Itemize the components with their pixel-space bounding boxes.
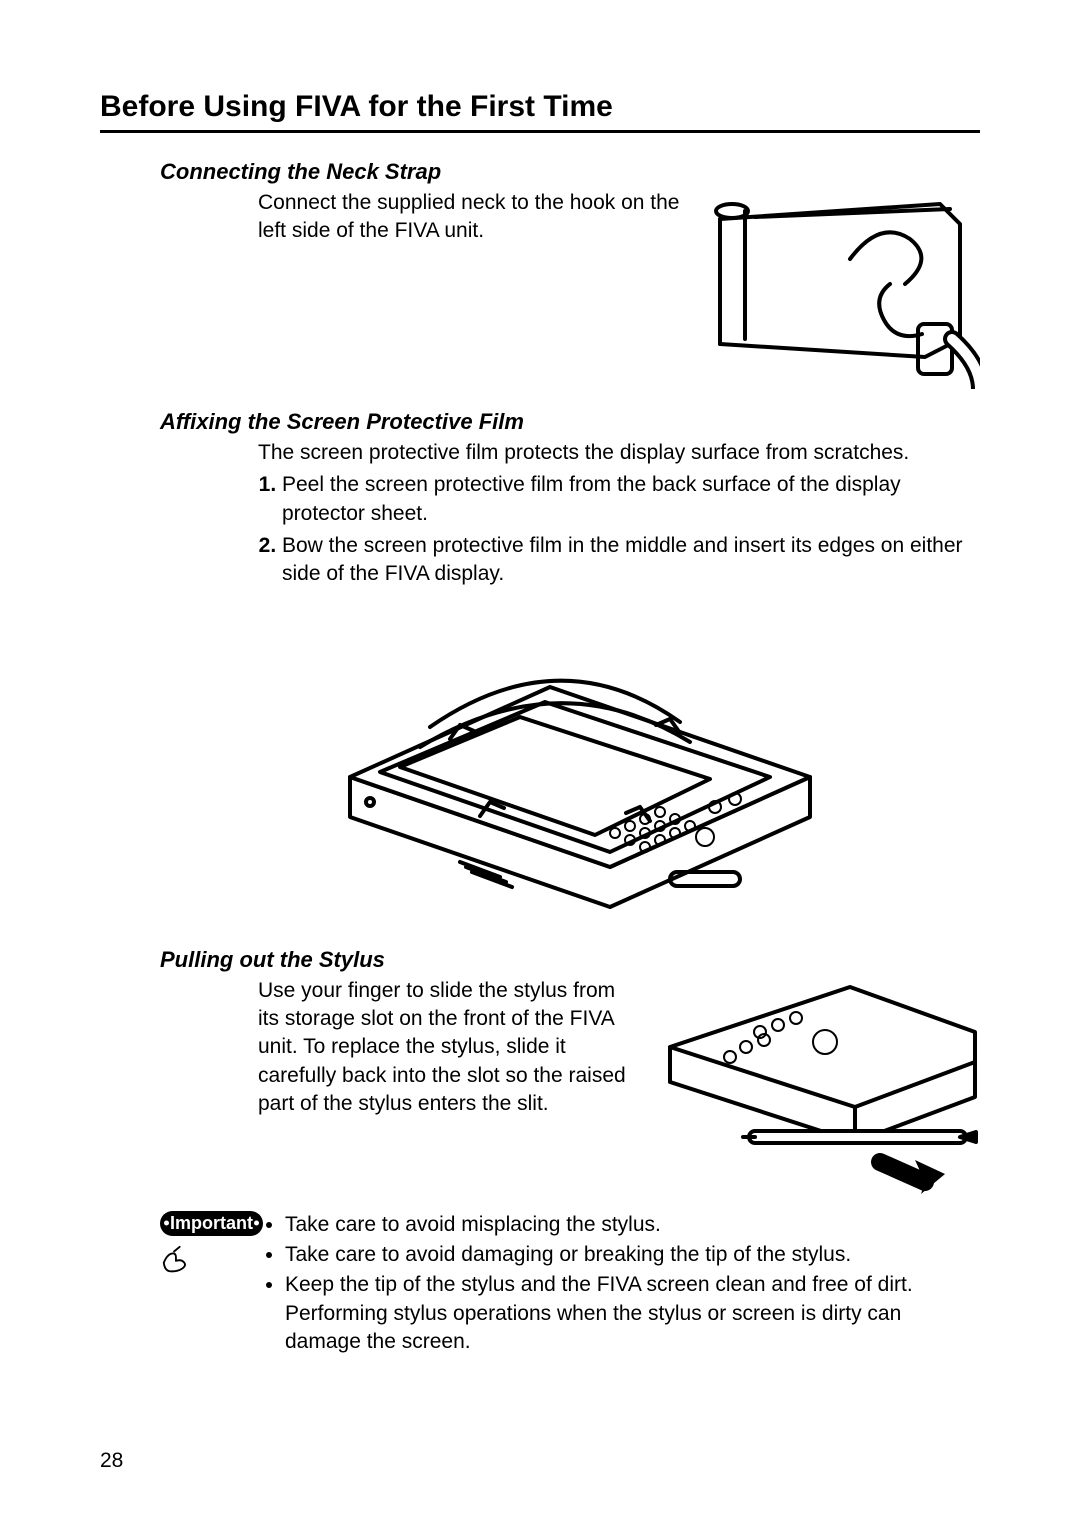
manual-page: Before Using FIVA for the First Time Con…	[0, 0, 1080, 1529]
subhead-stylus: Pulling out the Stylus	[160, 947, 980, 973]
film-intro: The screen protective film protects the …	[258, 439, 980, 467]
film-step: Peel the screen protective film from the…	[282, 471, 980, 528]
important-item: Take care to avoid misplacing the stylus…	[285, 1211, 980, 1239]
subhead-neck: Connecting the Neck Strap	[160, 159, 980, 185]
fiva-illustration-icon	[310, 607, 830, 927]
stylus-body: Use your finger to slide the stylus from…	[258, 977, 630, 1119]
figure-fiva-device	[310, 607, 830, 927]
neck-body: Connect the supplied neck to the hook on…	[258, 189, 680, 246]
figure-stylus	[660, 977, 980, 1197]
section-protective-film: Affixing the Screen Protective Film The …	[160, 409, 980, 927]
hand-note-icon	[160, 1244, 263, 1274]
important-block: Important Take care to avoid misplacing …	[160, 1211, 980, 1359]
section-stylus: Pulling out the Stylus Use your finger t…	[160, 947, 980, 1359]
important-list: Take care to avoid misplacing the stylus…	[263, 1211, 980, 1359]
important-item: Take care to avoid damaging or breaking …	[285, 1241, 980, 1269]
film-steps: Peel the screen protective film from the…	[258, 471, 980, 588]
stylus-illustration-icon	[660, 977, 980, 1197]
section-neck-strap: Connecting the Neck Strap Connect the su…	[160, 159, 980, 389]
neck-strap-illustration-icon	[700, 189, 980, 389]
page-number: 28	[100, 1449, 123, 1473]
figure-neck-strap	[700, 189, 980, 389]
page-title: Before Using FIVA for the First Time	[100, 90, 980, 124]
film-step: Bow the screen protective film in the mi…	[282, 532, 980, 589]
important-item: Keep the tip of the stylus and the FIVA …	[285, 1271, 980, 1356]
title-underline	[100, 130, 980, 133]
important-badge: Important	[160, 1211, 263, 1236]
subhead-film: Affixing the Screen Protective Film	[160, 409, 980, 435]
